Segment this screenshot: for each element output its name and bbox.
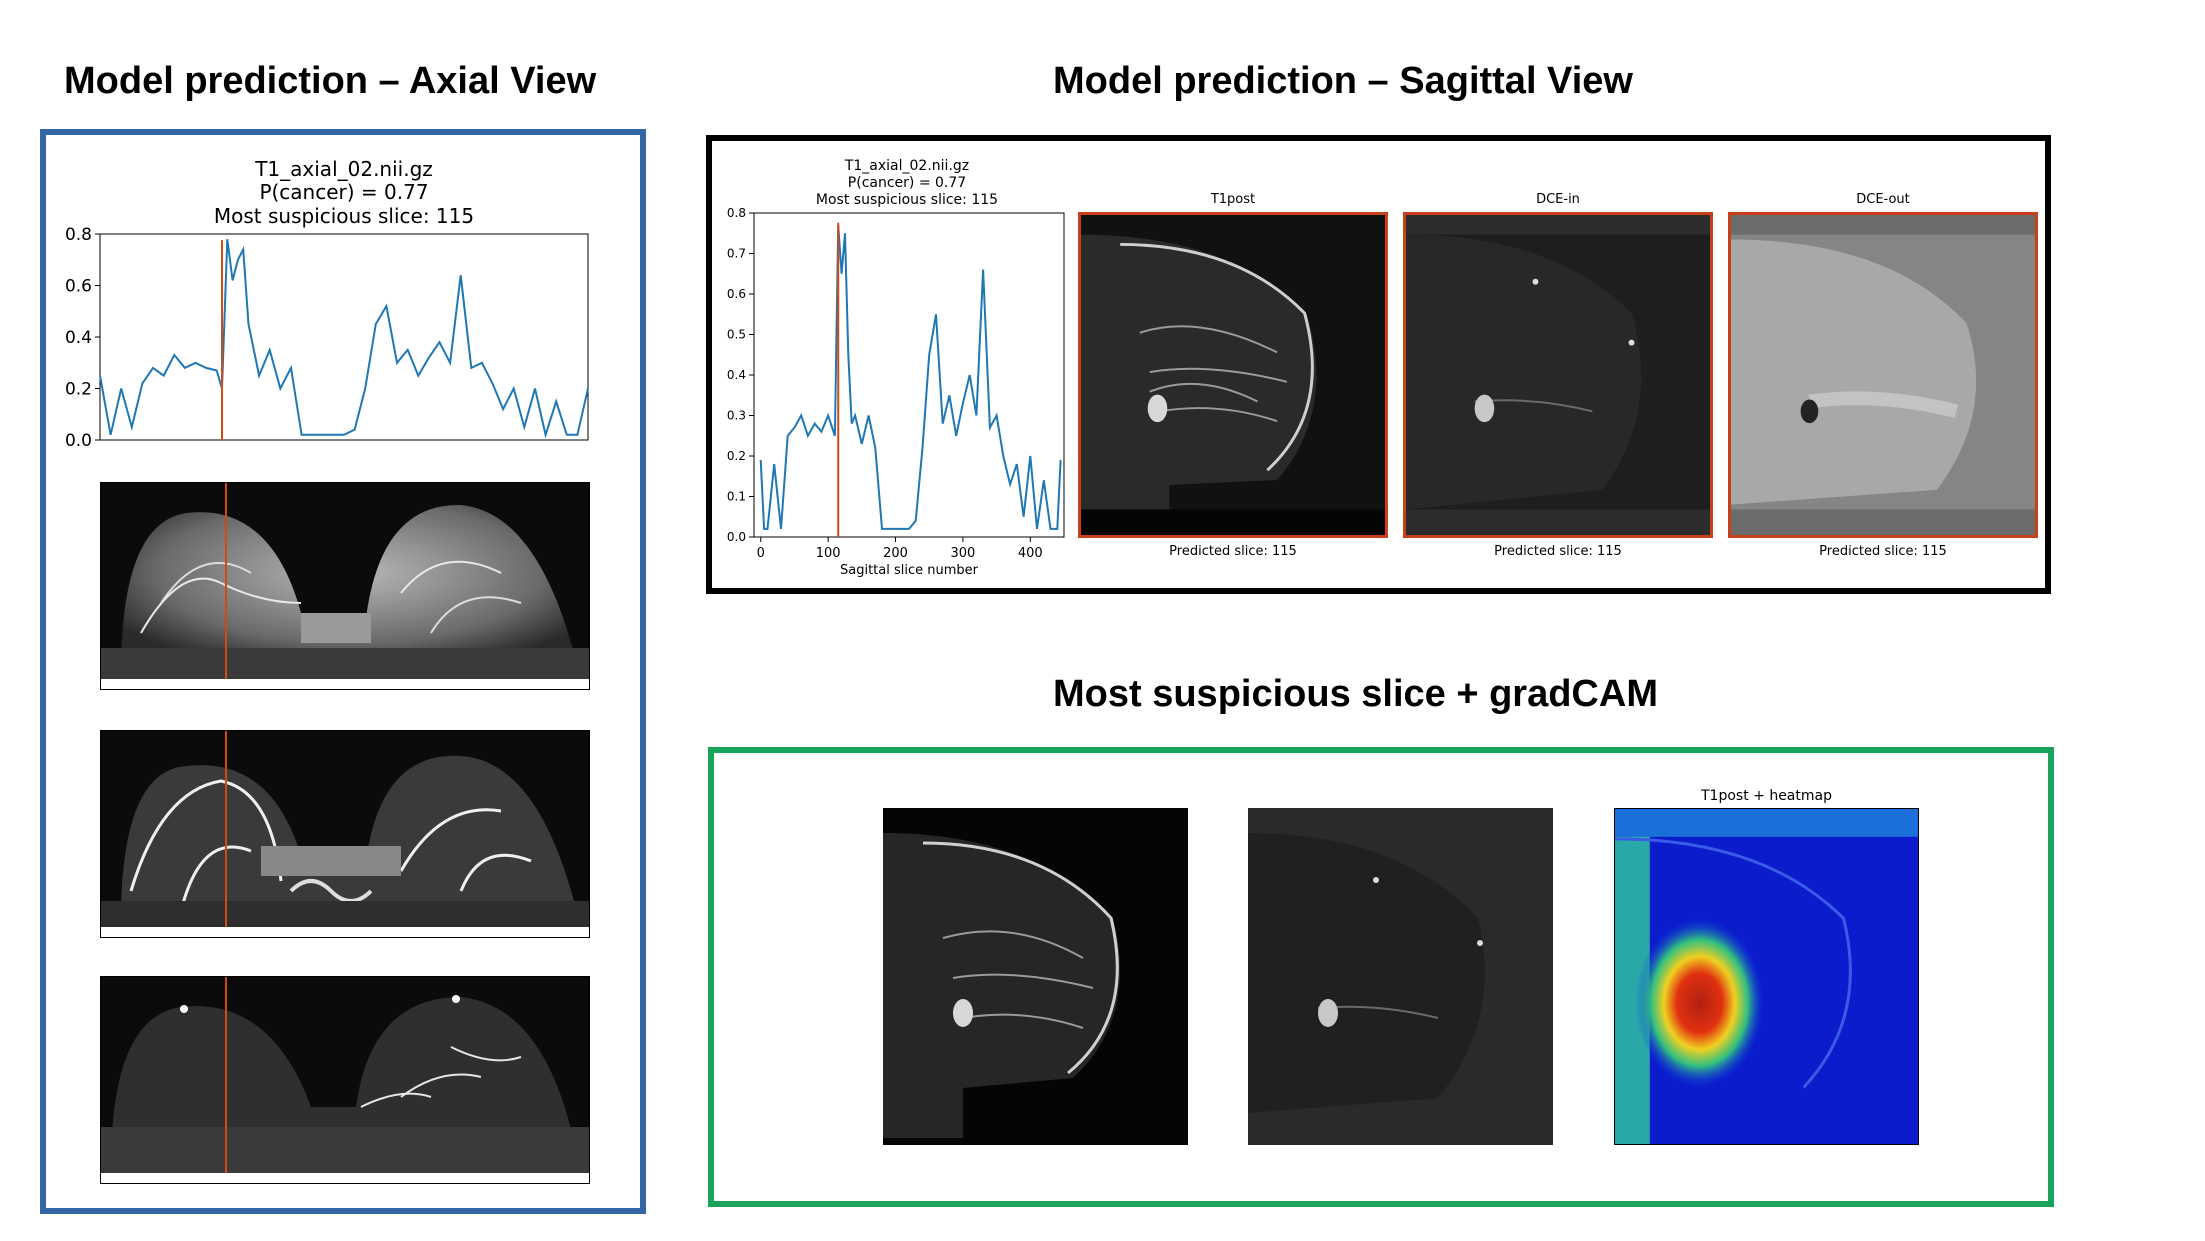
- sagittal-section-title: Model prediction – Sagittal View: [1053, 60, 1633, 102]
- sagittal-ytick-label: 0.4: [727, 368, 746, 382]
- sagittal-ytick-label: 0.6: [727, 287, 746, 301]
- sagittal-t1post-image: [1078, 212, 1388, 538]
- axial-ytick-label: 0.6: [65, 276, 92, 296]
- sagittal-xlabel: Sagittal slice number: [840, 563, 979, 578]
- sagittal-plot-area: [753, 212, 1065, 538]
- sagittal-ytick-label: 0.1: [727, 490, 746, 504]
- gradcam-frame: [708, 747, 2054, 1207]
- axial-mri-image-2: [100, 730, 590, 938]
- sagittal-ytick-label: 0.8: [727, 206, 746, 220]
- axial-ytick-label: 0.8: [65, 225, 92, 245]
- sagittal-ytick-label: 0.5: [727, 328, 746, 342]
- sagittal-caption-t1post: Predicted slice: 115: [1169, 544, 1297, 559]
- sagittal-xtick-label: 300: [950, 546, 975, 561]
- sagittal-ytick-label: 0.7: [727, 247, 746, 261]
- sagittal-xtick-label: 0: [757, 546, 765, 561]
- axial-ytick-label: 0.2: [65, 379, 92, 399]
- sagittal-ytick-label: 0.2: [727, 449, 746, 463]
- sagittal-line-chart: 0.0 0.1 0.2 0.3 0.4 0.5 0.6 0.7 0.8 0 100 200 300 40…: [727, 206, 1065, 578]
- sagittal-xtick-label: 400: [1018, 546, 1043, 561]
- axial-section-title: Model prediction – Axial View: [64, 60, 597, 102]
- gradcam-section-title: Most suspicious slice + gradCAM: [1053, 673, 1658, 715]
- sagittal-xtick-label: 100: [816, 546, 841, 561]
- gradcam-dce-in-image: [1248, 808, 1553, 1145]
- sagittal-caption-dce-out: Predicted slice: 115: [1819, 544, 1947, 559]
- sagittal-ytick-label: 0.0: [727, 530, 746, 544]
- axial-ytick-label: 0.0: [65, 431, 92, 450]
- sagittal-frame: [706, 135, 2051, 594]
- gradcam-t1post-image: [883, 808, 1188, 1145]
- sagittal-ytick-label: 0.3: [727, 409, 746, 423]
- sagittal-probability: P(cancer) = 0.77: [847, 175, 967, 191]
- sagittal-probability-series: [759, 225, 1062, 530]
- sagittal-image-title-dce-out: DCE-out: [1856, 192, 1910, 207]
- sagittal-filename: T1_axial_02.nii.gz: [844, 158, 970, 174]
- axial-frame: [40, 129, 646, 1214]
- sagittal-caption-dce-in: Predicted slice: 115: [1494, 544, 1622, 559]
- gradcam-heatmap-image: [1614, 808, 1919, 1145]
- axial-slice-text: Most suspicious slice: 115: [213, 204, 475, 228]
- axial-probability: P(cancer) = 0.77: [259, 180, 429, 204]
- axial-mri-image-3: [100, 976, 590, 1184]
- sagittal-image-title-t1post: T1post: [1210, 192, 1256, 207]
- axial-plot-area: [99, 233, 589, 441]
- sagittal-slice-text: Most suspicious slice: 115: [815, 192, 999, 208]
- sagittal-dce-in-image: [1403, 212, 1713, 538]
- axial-ytick-label: 0.4: [65, 328, 92, 348]
- sagittal-xtick-label: 200: [883, 546, 908, 561]
- sagittal-dce-out-image: [1728, 212, 2038, 538]
- axial-mri-image-1: [100, 482, 590, 690]
- gradcam-heatmap-title: T1post + heatmap: [1701, 788, 1832, 804]
- axial-probability-series: [99, 239, 589, 439]
- sagittal-image-title-dce-in: DCE-in: [1536, 192, 1580, 207]
- axial-filename: T1_axial_02.nii.gz: [255, 157, 433, 181]
- axial-line-chart: 0.0 0.2 0.4 0.6 0.8: [65, 225, 589, 450]
